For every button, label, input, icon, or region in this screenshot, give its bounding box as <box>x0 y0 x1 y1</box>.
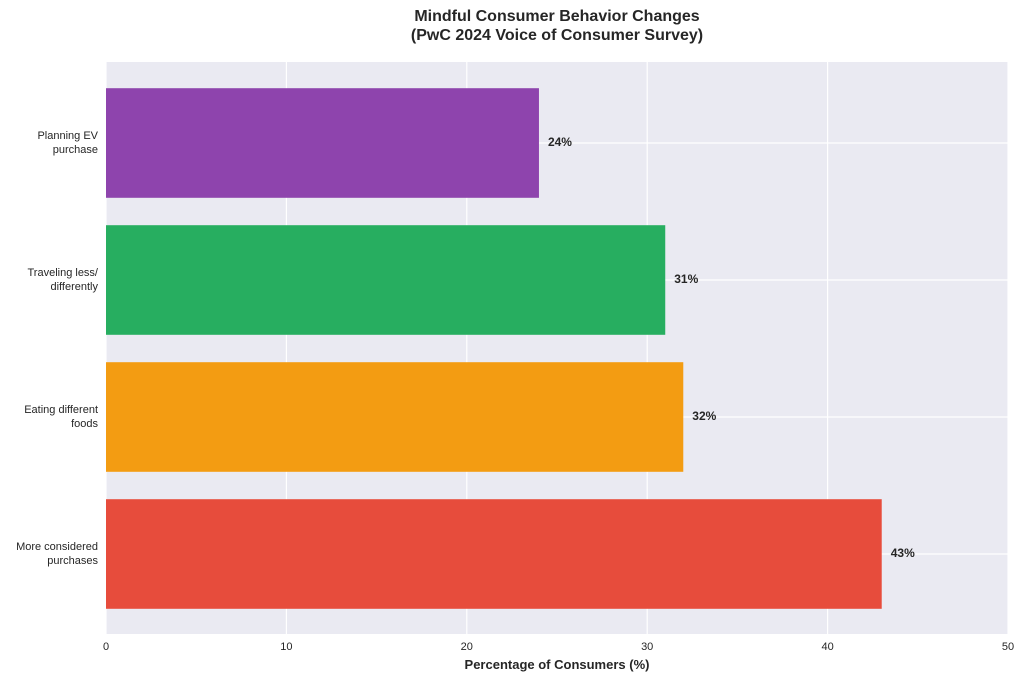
bar <box>106 499 882 609</box>
x-tick-label: 20 <box>460 641 473 653</box>
y-tick-label: Planning EV purchase <box>37 130 98 156</box>
value-label: 31% <box>674 272 699 286</box>
value-label: 32% <box>692 409 717 423</box>
x-tick-label: 10 <box>280 641 293 653</box>
y-tick-label: Traveling less/ differently <box>27 267 98 293</box>
x-axis-label: Percentage of Consumers (%) <box>464 657 650 672</box>
x-tick-label: 50 <box>1001 641 1015 653</box>
x-tick-label: 30 <box>641 641 654 653</box>
value-label: 43% <box>890 546 915 560</box>
x-tick-label: 40 <box>821 641 834 653</box>
chart-title: Mindful Consumer Behavior Changes (PwC 2… <box>410 8 704 44</box>
x-tick-label: 0 <box>102 641 110 653</box>
bar <box>106 225 666 335</box>
value-label: 24% <box>547 135 572 149</box>
y-tick-label: More considered purchases <box>16 541 98 567</box>
bar <box>106 88 539 198</box>
bar <box>106 362 684 472</box>
y-tick-label: Eating different foods <box>24 404 98 430</box>
